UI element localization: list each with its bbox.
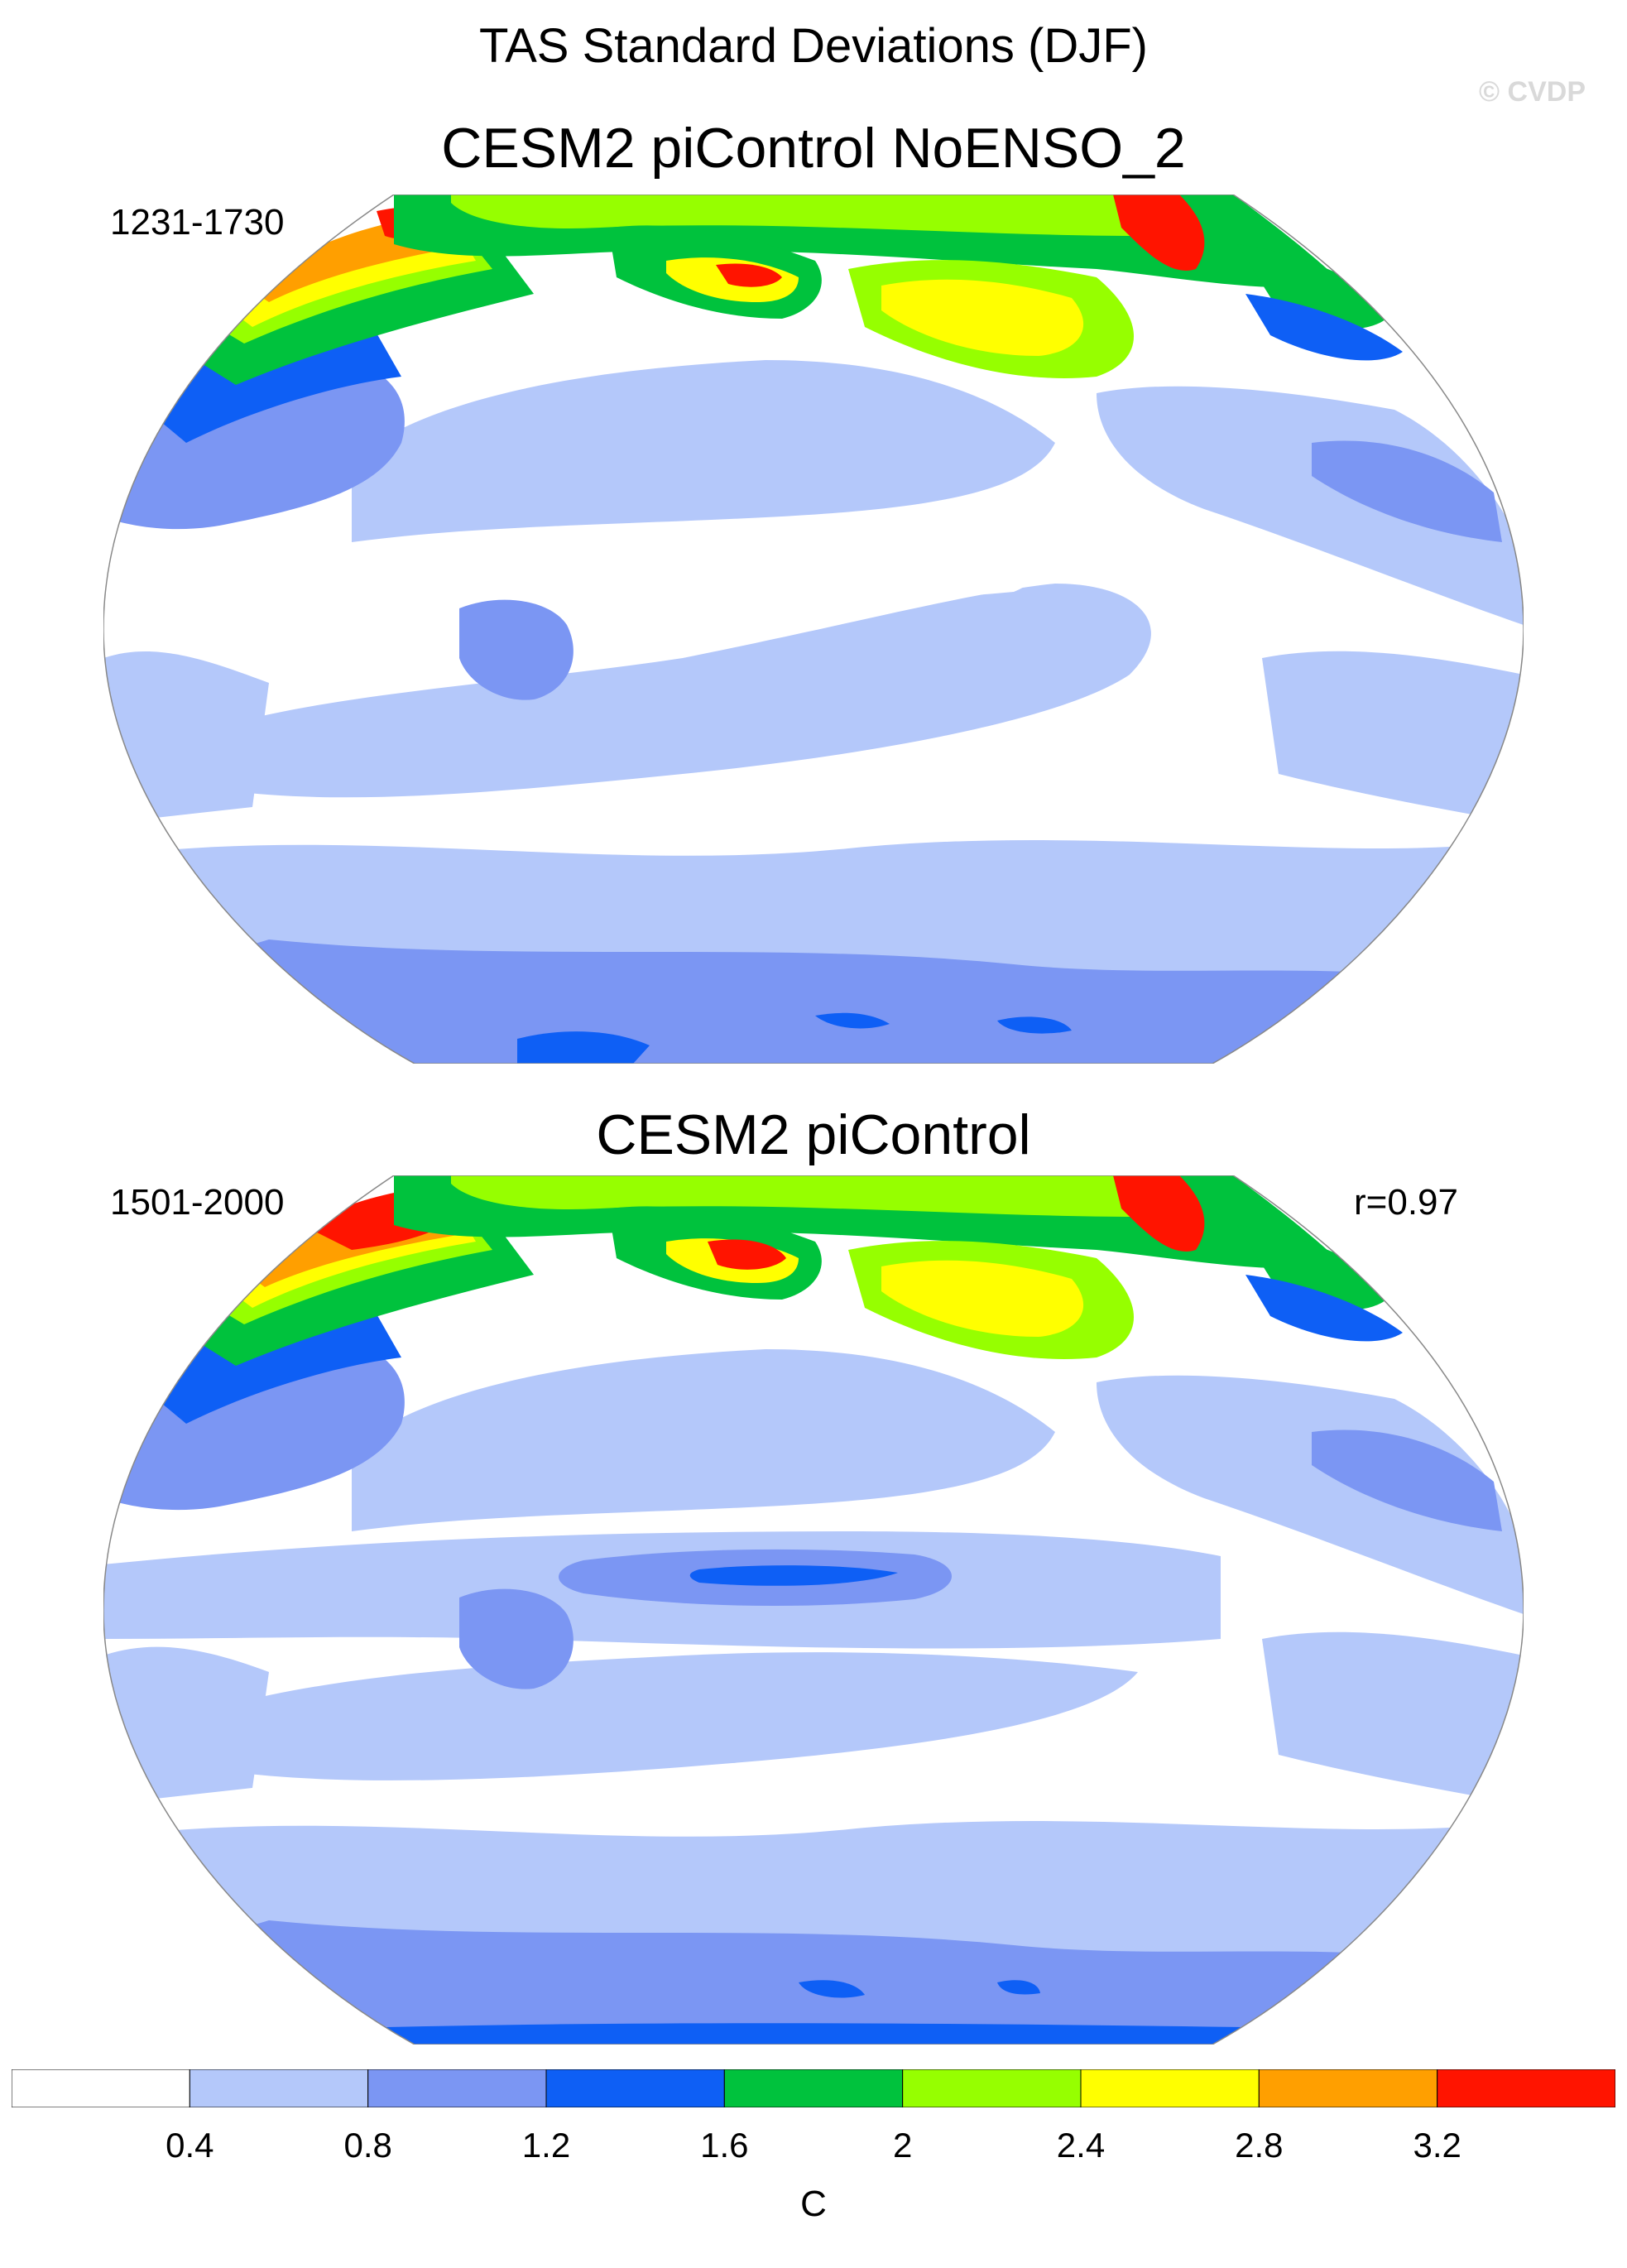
antarctic-blue-3: [997, 1016, 1072, 1034]
south-pacific-light: [228, 1652, 1138, 1780]
panel-1-title: CESM2 piControl NoENSO_2: [441, 117, 1186, 180]
north-america-yellow: [881, 1260, 1084, 1337]
south-pacific-light: [228, 584, 1151, 798]
colorbar-tick-label: 0.4: [166, 2126, 214, 2165]
colorbar-tick-label: 1.2: [521, 2126, 571, 2165]
panel-1-years: 1231-1730: [110, 202, 285, 243]
eurasia-blue: [137, 319, 401, 443]
colorbar-swatch: [12, 2069, 190, 2107]
arctic-lime: [451, 1175, 1186, 1217]
canada-red: [1113, 1175, 1205, 1252]
colorbar-swatch: [902, 2069, 1082, 2107]
arctic-lime: [451, 195, 1186, 236]
antarctic-blue-1: [799, 1980, 865, 1998]
siberia-red: [716, 263, 782, 287]
colorbar-swatch: [367, 2069, 547, 2107]
panel-2-years: 1501-2000: [110, 1182, 285, 1223]
colorbar-swatch: [723, 2069, 904, 2107]
greenland-green: [1237, 1225, 1394, 1310]
greenland-green: [1237, 244, 1394, 329]
north-atlantic-medium: [1312, 1430, 1502, 1531]
indian-ocean-light: [103, 651, 269, 824]
colorbar-tick-label: 2: [892, 2126, 913, 2165]
antarctic-blue-1: [517, 1031, 650, 1064]
map-1-outline: [103, 195, 1524, 1064]
north-pacific-light: [352, 1349, 1055, 1531]
panel-2-title: CESM2 piControl: [596, 1103, 1031, 1166]
colorbar-swatch: [189, 2069, 369, 2107]
north-atlantic-light: [1097, 1375, 1524, 1614]
antarctic-blue-2: [997, 1980, 1040, 1995]
eurasia-blue: [137, 1300, 401, 1424]
cvdp-watermark: © CVDP: [1479, 76, 1586, 108]
map-panel-2: [103, 1175, 1524, 2045]
australia-medium: [459, 599, 574, 700]
equatorial-white: [352, 535, 1030, 599]
colorbar-tick-label: 1.6: [700, 2126, 749, 2165]
colorbar-swatch: [545, 2069, 725, 2107]
colorbar-unit: C: [800, 2184, 827, 2224]
map-panel-1: [103, 195, 1524, 1064]
antarctic-blue-2: [815, 1012, 890, 1029]
siberia-red: [708, 1239, 786, 1270]
colorbar-tick-label: 2.8: [1235, 2126, 1284, 2165]
panel-2-correlation: r=0.97: [1354, 1182, 1458, 1223]
colorbar: [12, 2069, 1615, 2107]
eurasia-medium: [103, 358, 405, 530]
antarctic-blue-edge: [352, 2023, 1303, 2045]
colorbar-tick-label: 2.4: [1056, 2126, 1106, 2165]
colorbar-tick-label: 0.8: [343, 2126, 392, 2165]
map-2-outline: [103, 1175, 1524, 2045]
indian-ocean-light: [103, 1646, 269, 1804]
north-america-yellow: [881, 279, 1084, 356]
south-atlantic-light: [1262, 1631, 1524, 1804]
north-atlantic-light: [1097, 386, 1524, 625]
colorbar-swatch: [1437, 2069, 1615, 2107]
north-pacific-light: [352, 360, 1055, 542]
north-atlantic-medium: [1312, 440, 1502, 542]
colorbar-tick-label: 3.2: [1413, 2126, 1461, 2165]
australia-medium: [459, 1588, 574, 1689]
greenland-blue: [1245, 1275, 1403, 1342]
tropical-pacific-blue: [689, 1565, 898, 1586]
colorbar-swatch: [1258, 2069, 1438, 2107]
canada-red: [1113, 195, 1205, 271]
antarctic-medium: [103, 939, 1524, 1064]
south-atlantic-light: [1262, 651, 1524, 824]
eurasia-medium: [103, 1339, 405, 1511]
figure-title: TAS Standard Deviations (DJF): [479, 19, 1148, 73]
greenland-blue: [1245, 294, 1403, 361]
colorbar-swatch: [1080, 2069, 1260, 2107]
